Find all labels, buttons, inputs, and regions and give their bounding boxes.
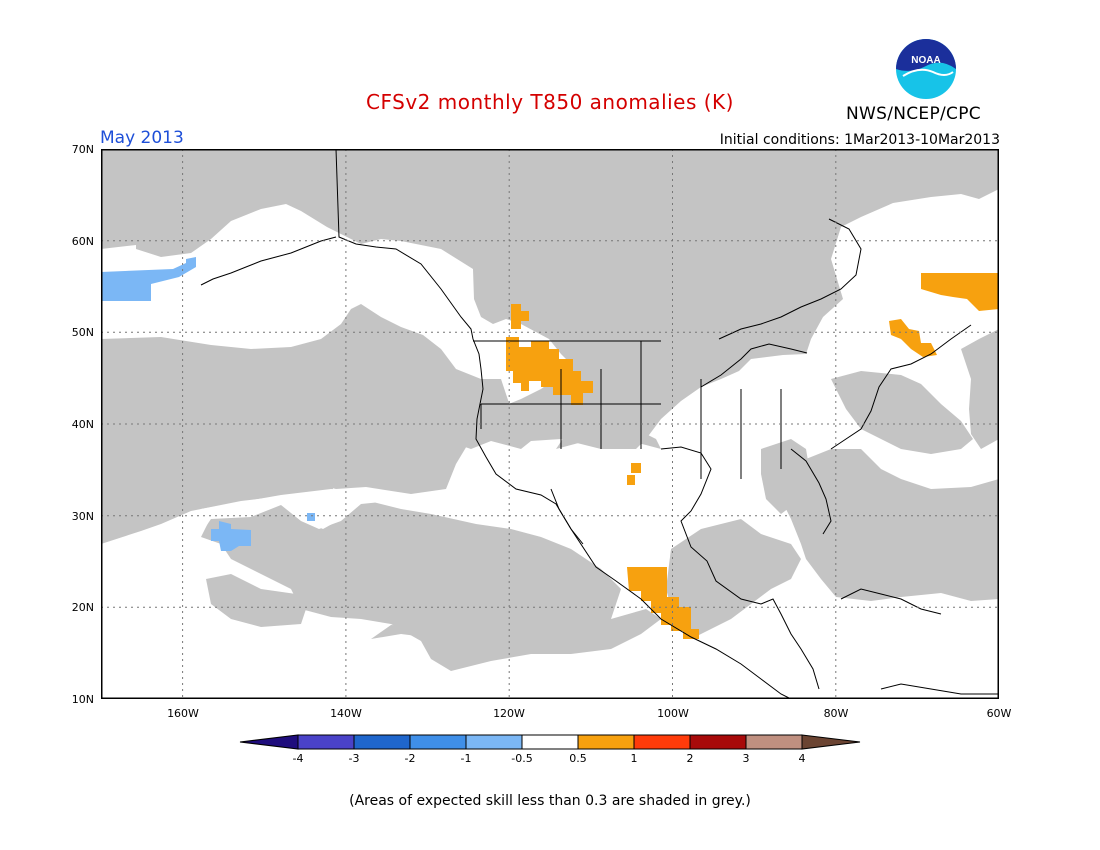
colorbar-swatch	[689, 734, 747, 750]
lon-label: 120W	[493, 707, 525, 720]
lat-label: 10N	[71, 693, 94, 706]
colorbar-swatch	[633, 734, 691, 750]
colorbar-swatch	[801, 734, 861, 750]
coastlines	[200, 149, 999, 699]
anomaly-patches	[101, 257, 999, 639]
svg-text:NOAA: NOAA	[911, 55, 940, 66]
map-frame	[101, 149, 999, 699]
initial-conditions: Initial conditions: 1Mar2013-10Mar2013	[719, 132, 1000, 148]
colorbar-label: -2	[404, 752, 416, 765]
anomaly-map	[101, 149, 999, 699]
lon-label: 80W	[823, 707, 849, 720]
colorbar-label: 2	[686, 752, 694, 765]
low-skill-grey-areas	[101, 149, 999, 671]
color-bar	[239, 734, 861, 750]
lat-label: 70N	[71, 143, 94, 156]
lon-label: 140W	[330, 707, 362, 720]
skill-footnote: (Areas of expected skill less than 0.3 a…	[349, 793, 751, 809]
colorbar-label: -1	[460, 752, 472, 765]
lat-lon-grid	[101, 149, 999, 699]
colorbar-label: -0.5	[511, 752, 533, 765]
colorbar-swatch	[465, 734, 523, 750]
lon-label: 60W	[986, 707, 1012, 720]
lat-label: 60N	[71, 235, 94, 248]
colorbar-label: 0.5	[569, 752, 587, 765]
colorbar-swatch	[239, 734, 299, 750]
map-title: CFSv2 monthly T850 anomalies (K)	[366, 90, 734, 114]
colorbar-swatch	[577, 734, 635, 750]
lat-label: 30N	[71, 510, 94, 523]
lon-label: 160W	[167, 707, 199, 720]
colorbar-label: 1	[630, 752, 638, 765]
colorbar-swatch	[297, 734, 355, 750]
colorbar-swatch	[745, 734, 803, 750]
lon-label: 100W	[657, 707, 689, 720]
colorbar-swatch	[353, 734, 411, 750]
colorbar-label: 4	[798, 752, 806, 765]
colorbar-swatch	[409, 734, 467, 750]
noaa-logo: NOAA	[893, 36, 959, 102]
colorbar-swatch	[521, 734, 579, 750]
lat-label: 20N	[71, 601, 94, 614]
lat-label: 40N	[71, 418, 94, 431]
noaa-logo-icon: NOAA	[894, 37, 958, 101]
agency-label: NWS/NCEP/CPC	[846, 104, 981, 124]
forecast-period: May 2013	[100, 128, 184, 148]
lat-label: 50N	[71, 326, 94, 339]
colorbar-label: -4	[292, 752, 304, 765]
colorbar-label: 3	[742, 752, 750, 765]
colorbar-label: -3	[348, 752, 360, 765]
